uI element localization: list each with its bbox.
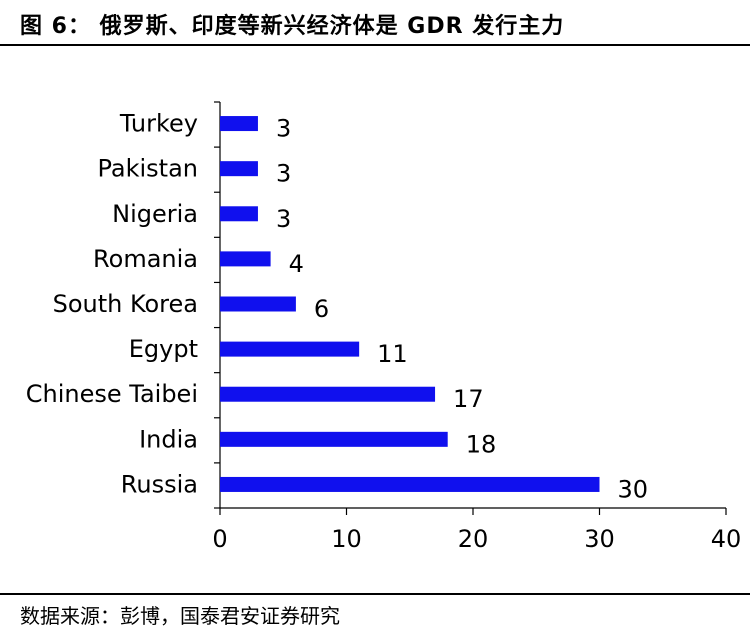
x-tick-label: 20 [458, 525, 489, 553]
category-label: Chinese Taibei [26, 380, 198, 408]
bottom-rule [0, 593, 750, 595]
category-label: India [139, 425, 198, 453]
data-label: 11 [377, 340, 408, 368]
data-label: 6 [314, 295, 329, 323]
bar-turkey [220, 116, 258, 132]
source-note: 数据来源：彭博，国泰君安证券研究 [20, 604, 340, 628]
x-tick-label: 30 [584, 525, 615, 553]
data-label: 3 [276, 160, 291, 188]
top-rule [0, 44, 750, 46]
data-label: 4 [289, 250, 304, 278]
x-tick-label: 10 [331, 525, 362, 553]
data-label: 3 [276, 205, 291, 233]
category-label: Pakistan [98, 155, 199, 183]
figure-title: 图 6： 俄罗斯、印度等新兴经济体是 GDR 发行主力 [20, 14, 565, 39]
bar-nigeria [220, 206, 258, 222]
bar-pakistan [220, 161, 258, 177]
x-tick-label: 0 [212, 525, 227, 553]
bar-romania [220, 251, 271, 267]
bar-egypt [220, 341, 360, 357]
bar-south-korea [220, 296, 296, 312]
bar-russia [220, 476, 600, 492]
data-label: 17 [453, 385, 484, 413]
bar-chinese-taibei [220, 386, 436, 402]
category-label: Russia [121, 470, 198, 498]
data-label: 18 [466, 430, 497, 458]
data-label: 3 [276, 115, 291, 143]
category-label: South Korea [53, 290, 198, 318]
category-label: Romania [93, 245, 198, 273]
x-tick-label: 40 [711, 525, 742, 553]
category-label: Egypt [129, 335, 198, 363]
category-label: Nigeria [112, 200, 198, 228]
category-label: Turkey [119, 110, 198, 138]
data-label: 30 [618, 475, 649, 503]
bar-india [220, 431, 448, 447]
